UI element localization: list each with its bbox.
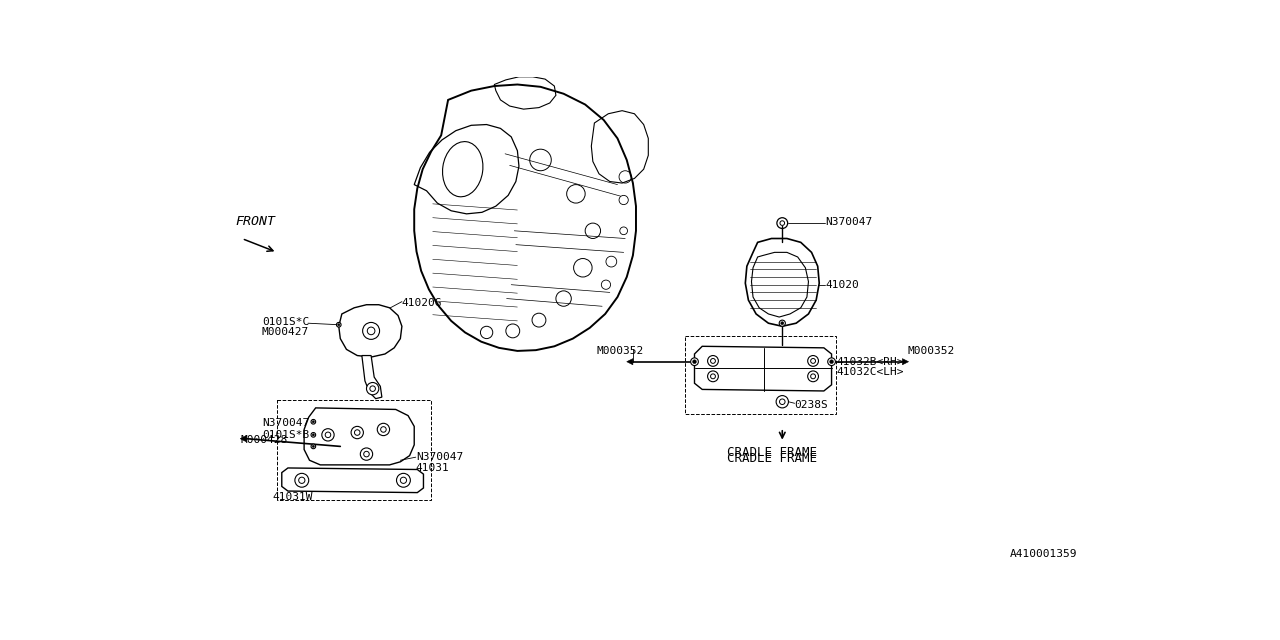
Circle shape [311,433,316,437]
Text: 41032C<LH>: 41032C<LH> [836,367,904,378]
Circle shape [338,324,340,326]
Circle shape [378,423,389,436]
Text: A410001359: A410001359 [1010,549,1078,559]
Polygon shape [241,436,246,442]
Text: N370047: N370047 [826,216,873,227]
Circle shape [708,371,718,381]
Polygon shape [305,408,415,465]
Text: M000427: M000427 [262,328,308,337]
Circle shape [294,474,308,487]
Text: CRADLE FRAME: CRADLE FRAME [727,452,817,465]
Polygon shape [695,346,832,391]
Circle shape [361,448,372,460]
Bar [685,335,836,414]
Circle shape [337,323,340,327]
Polygon shape [339,305,402,357]
Circle shape [808,356,818,366]
Circle shape [708,356,718,366]
Circle shape [312,420,315,423]
Circle shape [780,221,785,225]
Circle shape [312,445,315,447]
Polygon shape [415,84,636,351]
Circle shape [780,320,786,326]
Text: 41031W: 41031W [273,492,314,502]
Polygon shape [902,358,909,365]
Circle shape [781,322,783,324]
Circle shape [351,426,364,438]
Circle shape [311,444,316,449]
Circle shape [829,360,833,364]
Circle shape [691,358,699,365]
Text: M000352: M000352 [908,346,955,356]
Text: CRADLE FRAME: CRADLE FRAME [727,447,817,460]
Text: 41020G: 41020G [402,298,443,308]
Text: 41032B<RH>: 41032B<RH> [836,356,904,367]
Polygon shape [362,356,381,399]
Text: N370047: N370047 [262,419,308,428]
Text: 41031: 41031 [416,463,449,473]
Circle shape [808,371,818,381]
Bar [278,400,431,500]
Polygon shape [627,358,632,365]
Text: 0101S*C: 0101S*C [262,317,308,326]
Circle shape [692,360,696,364]
Circle shape [366,383,379,395]
Circle shape [397,474,411,487]
Text: 41020: 41020 [826,280,859,290]
Circle shape [312,434,315,436]
Text: M000352: M000352 [596,346,644,356]
Text: N370047: N370047 [416,452,463,462]
Text: FRONT: FRONT [236,214,275,228]
Polygon shape [745,239,819,326]
Text: 0238S: 0238S [795,400,828,410]
Circle shape [321,429,334,441]
Polygon shape [282,468,424,493]
Text: M000428: M000428 [241,435,288,445]
Circle shape [776,396,788,408]
Circle shape [311,419,316,424]
Text: 0101S*B: 0101S*B [262,430,308,440]
Circle shape [362,323,380,339]
Circle shape [828,358,836,365]
